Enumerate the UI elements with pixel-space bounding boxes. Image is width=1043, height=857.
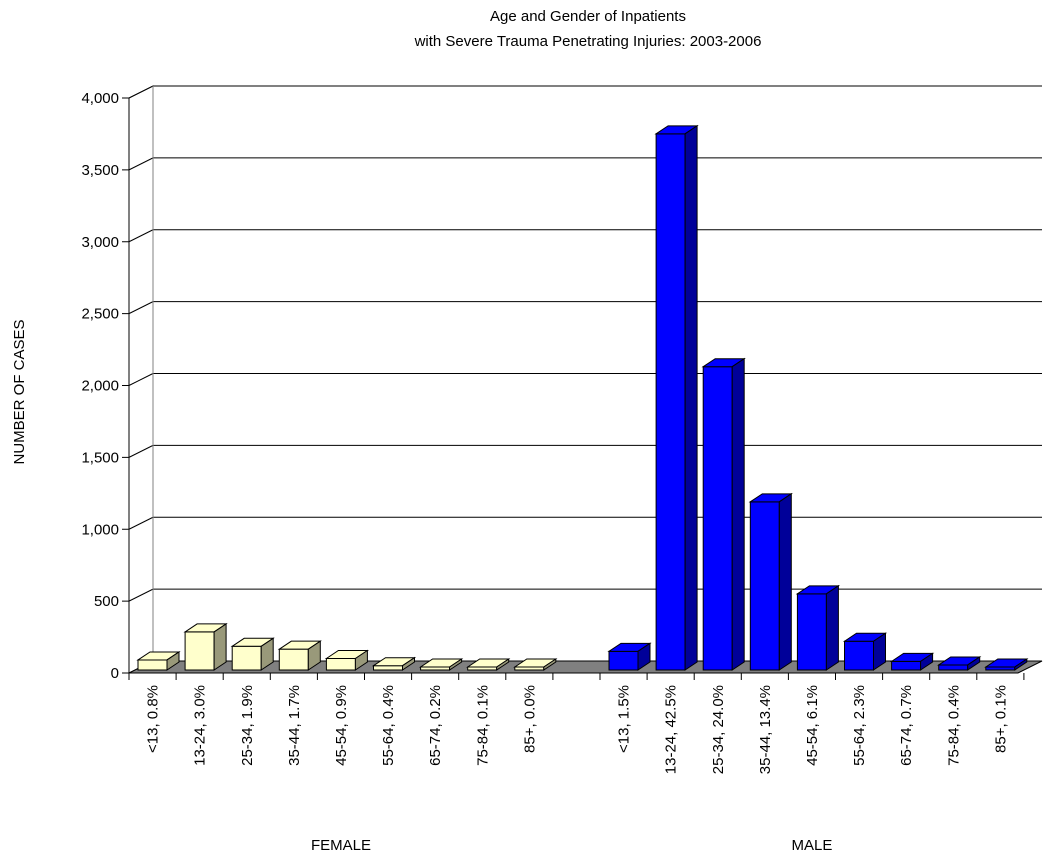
bar-side	[260, 637, 274, 671]
group-label: FEMALE	[311, 837, 371, 854]
gridline-slant	[128, 516, 154, 530]
x-tick-label: 45-54, 0.9%	[333, 685, 350, 766]
bar-side	[920, 652, 934, 671]
bar	[231, 645, 262, 671]
bar-side	[496, 658, 510, 671]
bar	[749, 501, 780, 671]
bar	[373, 665, 403, 671]
x-tick-label: 65-74, 0.2%	[427, 685, 444, 766]
x-tick-label: 35-44, 13.4%	[757, 685, 774, 774]
x-tick-label: 75-84, 0.1%	[474, 685, 491, 766]
bar	[891, 660, 922, 671]
bar-side	[873, 632, 886, 671]
bar	[938, 664, 969, 671]
bar	[655, 133, 686, 671]
x-tick-label: 75-84, 0.4%	[945, 685, 962, 766]
x-tick-label: 55-64, 0.4%	[380, 685, 397, 766]
bar-side	[1014, 658, 1028, 671]
y-tick-label: 1,500	[81, 449, 119, 466]
x-tick-label: 25-34, 1.9%	[239, 685, 256, 766]
bar	[844, 640, 874, 671]
bar	[796, 593, 827, 671]
group-label: MALE	[792, 837, 833, 854]
x-tick-label: 45-54, 6.1%	[804, 685, 821, 766]
x-tick-label: 85+, 0.0%	[521, 685, 538, 753]
y-tick-label: 3,000	[81, 234, 119, 251]
bar	[137, 659, 168, 671]
bar-side	[684, 124, 698, 671]
gridline-slant	[128, 373, 154, 386]
bar-side	[166, 651, 180, 671]
chart-title-line2: with Severe Trauma Penetrating Injuries:…	[414, 33, 762, 50]
gridline-slant	[128, 85, 154, 99]
bar-side	[731, 357, 745, 671]
bar-side	[307, 640, 321, 671]
y-tick-label: 3,500	[81, 162, 119, 179]
x-tick-label: 55-64, 2.3%	[851, 685, 868, 766]
bar-side	[543, 658, 557, 671]
bar-side	[637, 642, 651, 671]
bar	[608, 650, 639, 671]
bar-side	[402, 656, 415, 671]
bar-side	[778, 492, 792, 671]
y-tick-label: 0	[111, 665, 119, 682]
x-tick-label: 85+, 0.1%	[992, 685, 1009, 753]
bar-side	[354, 649, 368, 671]
gridline-slant	[128, 588, 154, 602]
bar	[278, 648, 309, 671]
gridline-slant	[128, 301, 154, 315]
y-tick-label: 4,000	[81, 90, 119, 107]
bar	[702, 366, 733, 671]
gridline-slant	[128, 229, 154, 243]
bar-side	[967, 656, 981, 671]
bar-side	[449, 658, 463, 671]
x-tick-label: 13-24, 42.5%	[663, 685, 680, 774]
x-tick-label: <13, 0.8%	[145, 685, 162, 753]
y-tick-label: 1,000	[81, 521, 119, 538]
bar-side	[825, 584, 839, 671]
y-tick-label: 2,500	[81, 306, 119, 323]
y-tick-label: 500	[94, 593, 119, 610]
y-tick-label: 2,000	[81, 378, 119, 395]
x-tick-label: 65-74, 0.7%	[898, 685, 915, 766]
bar-side	[213, 622, 227, 671]
bar	[184, 631, 215, 671]
plot-area: 0 500 1,000 1,500 2,000 2,500 3,000 3,500 4,000 <…	[81, 85, 1043, 854]
chart-title-line1: Age and Gender of Inpatients	[490, 8, 686, 25]
gridline-slant	[128, 157, 154, 171]
x-tick-label: <13, 1.5%	[616, 685, 633, 753]
x-tick-label: 13-24, 3.0%	[192, 685, 209, 766]
x-tick-label: 35-44, 1.7%	[286, 685, 303, 766]
y-axis-label: NUMBER OF CASES	[11, 319, 28, 464]
gridline-slant	[128, 444, 154, 458]
bar	[325, 658, 356, 671]
x-tick-label: 25-34, 24.0%	[710, 685, 727, 774]
